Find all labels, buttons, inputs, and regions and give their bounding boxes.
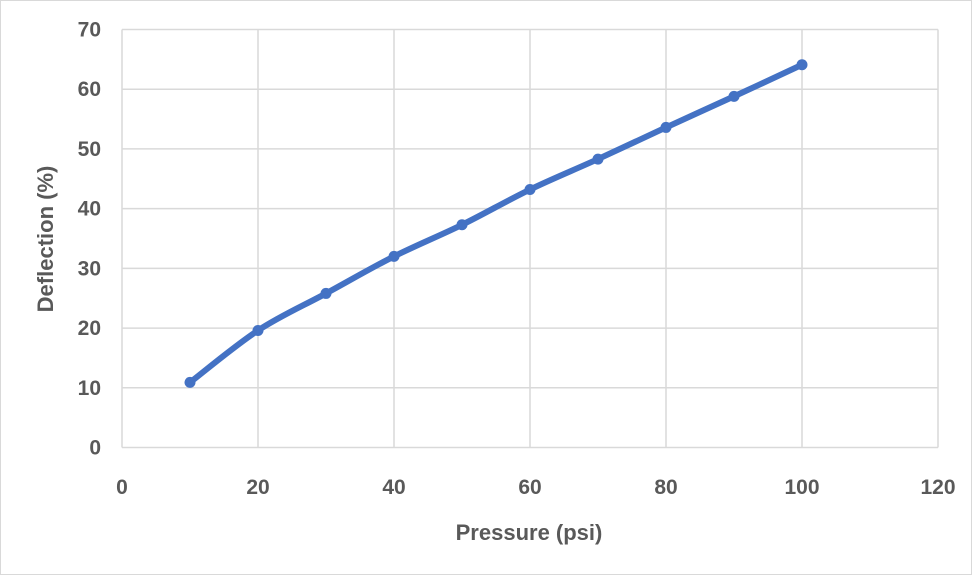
data-point xyxy=(796,59,808,71)
x-axis-label: Pressure (psi) xyxy=(456,520,603,545)
y-tick-label: 10 xyxy=(78,377,101,400)
data-point xyxy=(660,121,672,133)
data-point xyxy=(456,219,468,231)
y-tick-label: 30 xyxy=(78,257,101,280)
x-tick-label: 80 xyxy=(654,476,677,499)
x-tick-label: 60 xyxy=(518,476,541,499)
data-point xyxy=(388,250,400,262)
x-tick-label: 100 xyxy=(784,476,819,499)
y-tick-label: 20 xyxy=(78,317,101,340)
gridlines xyxy=(121,28,939,449)
series xyxy=(184,59,808,388)
tick-labels: 0 10 20 30 40 50 60 70 0 20 40 60 80 100 120 xyxy=(78,19,956,500)
data-point xyxy=(320,287,332,299)
x-tick-label: 40 xyxy=(382,476,405,499)
y-tick-label: 0 xyxy=(89,437,101,460)
y-tick-label: 60 xyxy=(78,78,101,101)
data-point xyxy=(728,90,740,102)
data-point xyxy=(592,153,604,165)
data-point xyxy=(252,324,264,336)
y-tick-label: 40 xyxy=(78,198,101,221)
data-point xyxy=(524,184,536,196)
x-tick-label: 0 xyxy=(116,476,128,499)
y-tick-label: 50 xyxy=(78,138,101,161)
y-tick-label: 70 xyxy=(78,19,101,42)
x-tick-label: 120 xyxy=(920,476,955,499)
x-tick-label: 20 xyxy=(246,476,269,499)
y-axis-label: Deflection (%) xyxy=(33,166,58,313)
series-line xyxy=(187,61,805,386)
data-point xyxy=(184,376,196,388)
